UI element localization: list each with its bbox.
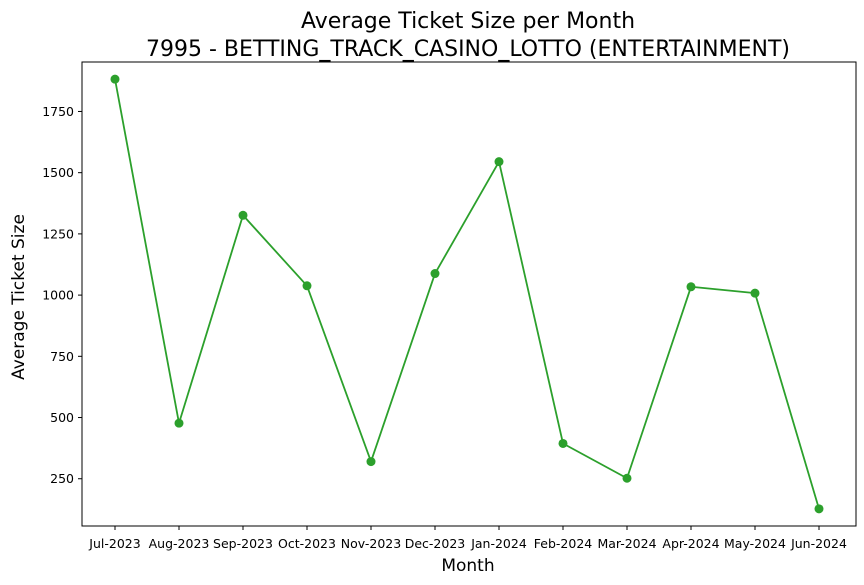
data-point: [110, 74, 120, 84]
x-tick-label: Jan-2024: [470, 536, 527, 551]
y-tick-label: 1750: [42, 104, 74, 119]
data-point: [686, 282, 696, 292]
y-tick-label: 250: [50, 471, 74, 486]
y-tick-label: 750: [50, 349, 74, 364]
data-point: [302, 281, 312, 291]
x-tick-label: Jun-2024: [790, 536, 847, 551]
plot-area: 250 500 750 1000 1250 1500 1750 Jul-2023 Aug-202…: [42, 61, 857, 551]
x-tick-label: Mar-2024: [597, 536, 656, 551]
x-tick-label: May-2024: [724, 536, 786, 551]
y-tick-label: 1250: [42, 226, 74, 241]
data-point: [366, 457, 376, 467]
y-axis-label: Average Ticket Size: [9, 214, 29, 380]
series-line: [114, 78, 820, 510]
x-tick-label: Sep-2023: [213, 536, 273, 551]
x-axis-label: Month: [441, 556, 494, 576]
data-point: [750, 288, 760, 298]
data-point: [814, 504, 824, 514]
data-point: [558, 438, 568, 448]
data-point: [622, 473, 632, 483]
chart-title: Average Ticket Size per Month: [301, 9, 635, 34]
y-tick-label: 1500: [42, 165, 74, 180]
data-point: [238, 210, 248, 220]
data-point: [430, 269, 440, 279]
x-tick-label: Apr-2024: [662, 536, 719, 551]
x-tick-label: Aug-2023: [149, 536, 210, 551]
y-tick-label: 500: [50, 410, 74, 425]
chart-subtitle: 7995 - BETTING_TRACK_CASINO_LOTTO (ENTER…: [146, 37, 790, 62]
plot-frame: [81, 61, 857, 527]
x-tick-label: Nov-2023: [341, 536, 401, 551]
data-point: [174, 418, 184, 428]
x-tick-label: Dec-2023: [405, 536, 466, 551]
x-tick-label: Jul-2023: [88, 536, 140, 551]
x-tick-label: Feb-2024: [534, 536, 593, 551]
x-tick-label: Oct-2023: [278, 536, 336, 551]
data-point: [494, 157, 504, 167]
y-tick-label: 1000: [42, 288, 74, 303]
